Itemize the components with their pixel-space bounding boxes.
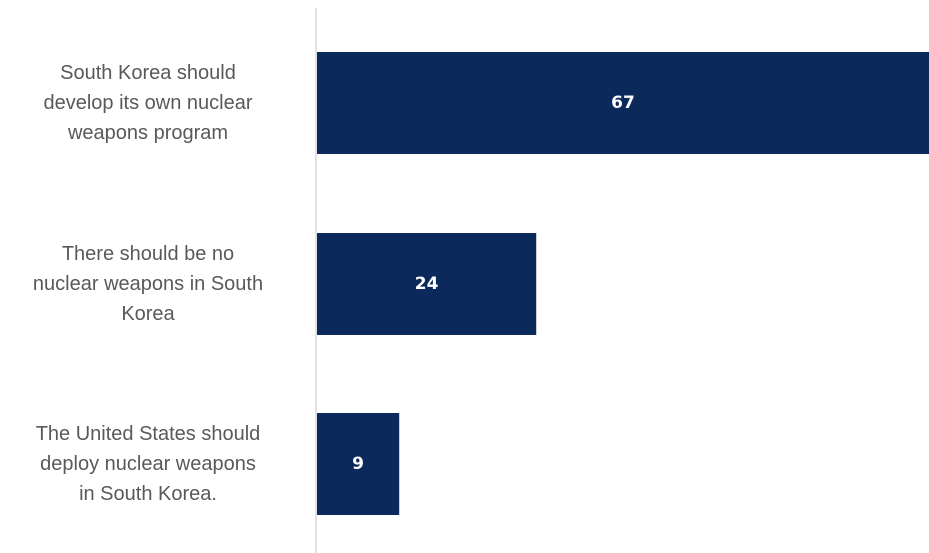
category-label-line: Korea bbox=[121, 303, 175, 325]
category-label-line: South Korea should bbox=[60, 62, 236, 84]
category-label-line: There should be no bbox=[62, 243, 234, 265]
category-label-line: nuclear weapons in South bbox=[33, 273, 263, 295]
category-label-line: develop its own nuclear bbox=[43, 92, 252, 114]
bar-2 bbox=[317, 413, 400, 515]
category-label-line: deploy nuclear weapons bbox=[40, 453, 256, 475]
category-label-line: The United States should bbox=[36, 423, 261, 445]
bars-group: 67 South Korea should develop its own nucl… bbox=[33, 52, 929, 515]
category-label-line: weapons program bbox=[67, 122, 228, 144]
bar-value-label-1: 24 bbox=[415, 274, 439, 294]
category-label-2: The United States should deploy nuclear w… bbox=[36, 423, 261, 505]
bar-value-label-0: 67 bbox=[611, 93, 635, 113]
category-label-0: South Korea should develop its own nuclea… bbox=[43, 62, 252, 144]
category-label-1: There should be no nuclear weapons in Sou… bbox=[33, 243, 263, 325]
category-label-line: in South Korea. bbox=[79, 483, 217, 505]
bar-1 bbox=[317, 233, 537, 335]
bar-0 bbox=[317, 52, 929, 154]
bar-value-label-2: 9 bbox=[352, 454, 364, 474]
